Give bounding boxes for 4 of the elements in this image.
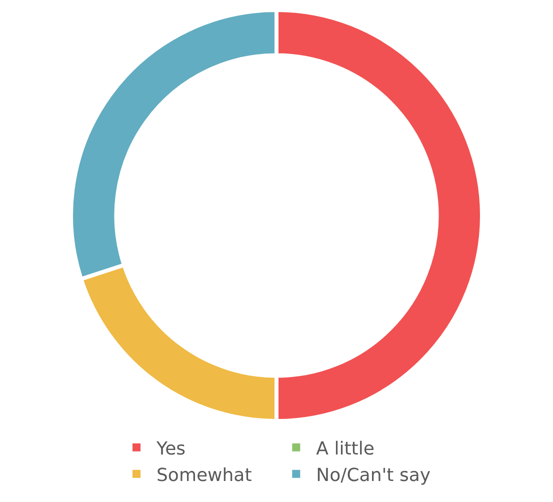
legend-label: No/Can't say [316,464,431,486]
legend-label: A little [316,438,374,460]
legend-label: Yes [156,438,186,460]
legend-label: Somewhat [156,464,252,486]
